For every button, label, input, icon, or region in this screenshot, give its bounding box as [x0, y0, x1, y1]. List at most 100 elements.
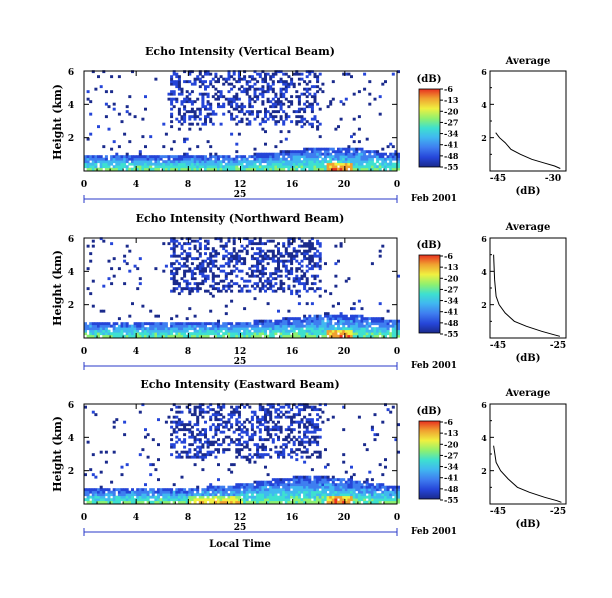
heatmap-cell	[368, 493, 372, 497]
heatmap-cell	[230, 102, 234, 106]
heatmap-cell	[282, 110, 286, 114]
heatmap-cell	[287, 287, 291, 291]
heatmap-cell	[146, 332, 150, 336]
heatmap-cell	[209, 269, 213, 273]
heatmap-cell	[331, 329, 335, 333]
heatmap-cell	[193, 165, 197, 169]
heatmap-cell	[245, 418, 249, 422]
heatmap-cell	[217, 324, 220, 328]
heatmap-cell	[128, 95, 132, 99]
heatmap-cell	[334, 485, 338, 489]
heatmap-cell	[211, 408, 215, 412]
heatmap-cell	[230, 500, 234, 504]
heatmap-cell	[384, 162, 387, 166]
heatmap-cell	[201, 324, 205, 328]
heatmap-cell	[250, 498, 254, 502]
heatmap-cell	[172, 90, 176, 94]
heatmap-cell	[177, 262, 181, 266]
heatmap-cell	[177, 329, 181, 333]
heatmap-cell	[253, 70, 257, 74]
colorbar-tick-label: -13	[444, 95, 459, 105]
colorbar-ticks: -6-13-20-27-34-41-48-55	[440, 251, 459, 339]
heatmap-cell	[376, 317, 380, 321]
heatmap-cell	[279, 152, 283, 156]
heatmap-cell	[363, 327, 367, 331]
heatmap-cell	[170, 327, 174, 331]
heatmap-cell	[300, 150, 304, 154]
heatmap-cell	[397, 498, 400, 502]
heatmap-cell	[94, 490, 98, 494]
heatmap-cell	[253, 252, 257, 256]
heatmap-cell	[313, 157, 317, 161]
heatmap-cell	[185, 498, 189, 502]
heatmap-cell	[151, 438, 155, 442]
heatmap-cell	[97, 160, 100, 164]
heatmap-cell	[198, 264, 202, 268]
heatmap-cell	[266, 287, 270, 291]
heatmap-cell	[198, 405, 202, 409]
heatmap-cell	[324, 465, 327, 469]
heatmap-cell	[378, 167, 382, 171]
heatmap-cell	[258, 430, 262, 434]
heatmap-cell	[209, 493, 213, 497]
heatmap-cell	[222, 155, 226, 159]
heatmap-cell	[180, 237, 184, 241]
heatmap-cell	[170, 493, 174, 497]
heatmap-cell	[266, 453, 270, 457]
heatmap-cell	[258, 480, 262, 484]
heatmap-cell	[321, 478, 325, 482]
heatmap-cell	[287, 242, 291, 246]
heatmap-cell	[185, 322, 189, 326]
heatmap-cell	[295, 120, 299, 124]
heatmap-cell	[256, 252, 260, 256]
heatmap-cell	[206, 162, 210, 166]
heatmap-cell	[295, 420, 299, 424]
heatmap-cell	[149, 332, 153, 336]
heatmap-cell	[347, 478, 351, 482]
heatmap-cell	[136, 332, 140, 336]
heatmap-cell	[240, 110, 244, 114]
heatmap-cell	[183, 165, 187, 169]
heatmap-cell	[146, 500, 150, 504]
avg-y-tick: 2	[481, 300, 487, 310]
heatmap-cell	[138, 493, 142, 497]
heatmap-cell	[282, 95, 286, 99]
heatmap-cell	[287, 490, 291, 494]
heatmap-cell	[365, 137, 369, 141]
heatmap-cell	[376, 327, 380, 331]
heatmap-cell	[321, 167, 325, 171]
heatmap-cell	[258, 327, 262, 331]
heatmap-cell	[115, 157, 119, 161]
heatmap-cell	[368, 162, 372, 166]
heatmap-cell	[138, 167, 142, 171]
heatmap-cell	[261, 455, 265, 459]
heatmap-cell	[391, 165, 395, 169]
heatmap-cell	[365, 322, 369, 326]
colorbar-tick-label: -55	[444, 162, 458, 172]
heatmap-cell	[352, 480, 356, 484]
heatmap-cell	[141, 160, 145, 164]
heatmap-cell	[313, 428, 317, 432]
heatmap-cell	[318, 324, 322, 328]
heatmap-cell	[318, 415, 322, 419]
heatmap-cell	[97, 322, 100, 326]
heatmap-cell	[300, 117, 304, 121]
heatmap-cell	[97, 495, 100, 499]
heatmap-cell	[250, 332, 254, 336]
heatmap-cell	[363, 152, 367, 156]
heatmap-cell	[347, 277, 351, 281]
heatmap-cell	[292, 85, 296, 89]
heatmap-cell	[295, 495, 299, 499]
heatmap-cell	[269, 152, 273, 156]
heatmap-cell	[313, 480, 317, 484]
heatmap-cell	[232, 95, 236, 99]
heatmap-cell	[324, 147, 327, 151]
heatmap-cell	[107, 105, 111, 109]
heatmap-cell	[219, 122, 223, 126]
heatmap-cell	[266, 327, 270, 331]
heatmap-cell	[198, 155, 202, 159]
heatmap-cell	[295, 95, 299, 99]
heatmap-cell	[290, 485, 294, 489]
heatmap-cell	[342, 490, 346, 494]
heatmap-cell	[313, 327, 317, 331]
